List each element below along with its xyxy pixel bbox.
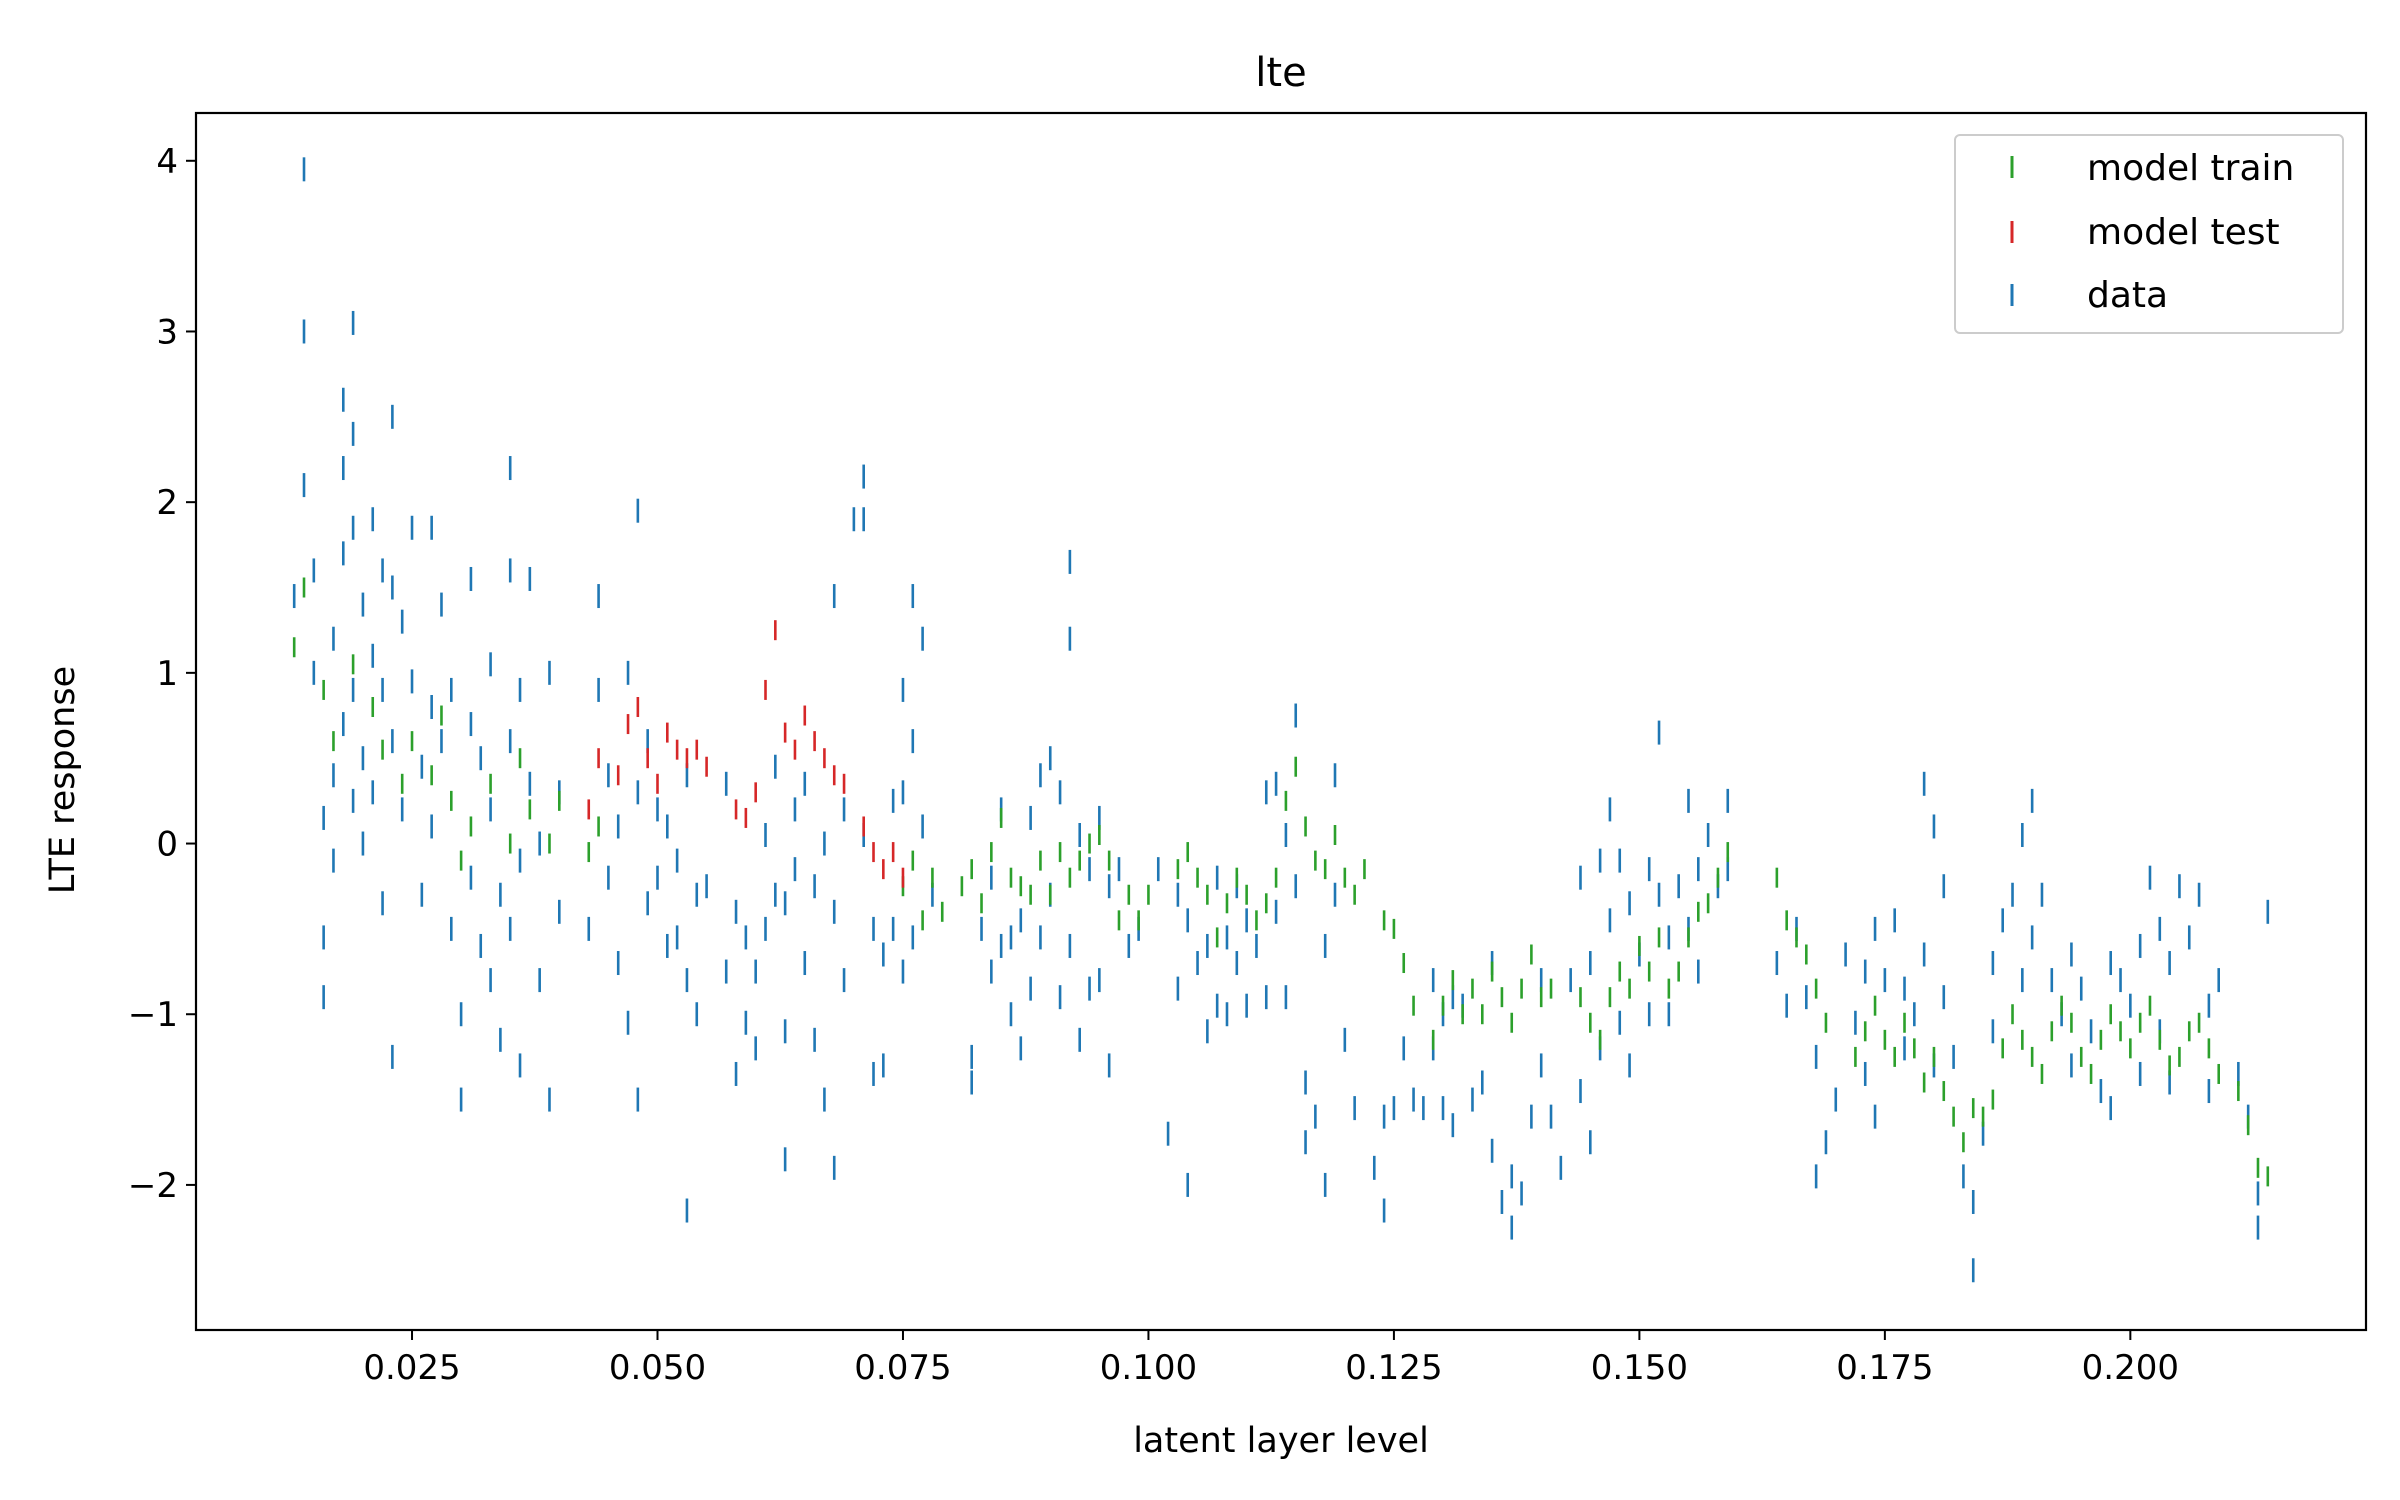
series-data (292, 157, 2270, 1283)
y-tick-label: −1 (128, 995, 178, 1035)
legend-box (1954, 134, 2344, 334)
x-tick-label: 0.125 (1345, 1348, 1442, 1388)
legend-label-model-test: model test (2087, 212, 2280, 253)
x-tick-label: 0.050 (609, 1348, 706, 1388)
y-tick-label: 3 (156, 312, 178, 352)
legend-label-model-train: model train (2087, 148, 2294, 189)
y-axis-label: LTE response (43, 666, 83, 894)
y-tick-label: 1 (156, 654, 178, 694)
x-tick-label: 0.175 (1836, 1348, 1933, 1388)
x-tick-label: 0.150 (1591, 1348, 1688, 1388)
x-axis-label: latent layer level (1133, 1421, 1429, 1461)
plot-marks (292, 157, 2270, 1283)
x-tick-label: 0.025 (363, 1348, 460, 1388)
chart-title: lte (1255, 50, 1306, 96)
x-axis-ticks: 0.025 0.050 0.075 0.100 0.125 0.150 0.175 0.200 (363, 1330, 2179, 1388)
y-tick-label: 0 (156, 825, 178, 865)
plot-frame (194, 111, 2368, 1332)
y-tick-label: 2 (156, 483, 178, 523)
x-tick-label: 0.075 (854, 1348, 951, 1388)
legend: model train model test data (1954, 134, 2344, 334)
series-model-train (292, 577, 2270, 1187)
x-tick-label: 0.200 (2082, 1348, 2179, 1388)
y-axis-ticks: −2 −1 0 1 2 3 4 (128, 142, 196, 1206)
x-tick-label: 0.100 (1100, 1348, 1197, 1388)
legend-label-data: data (2087, 275, 2168, 316)
y-tick-label: 4 (156, 142, 178, 182)
series-model-test (587, 620, 905, 888)
y-tick-label: −2 (128, 1166, 178, 1206)
